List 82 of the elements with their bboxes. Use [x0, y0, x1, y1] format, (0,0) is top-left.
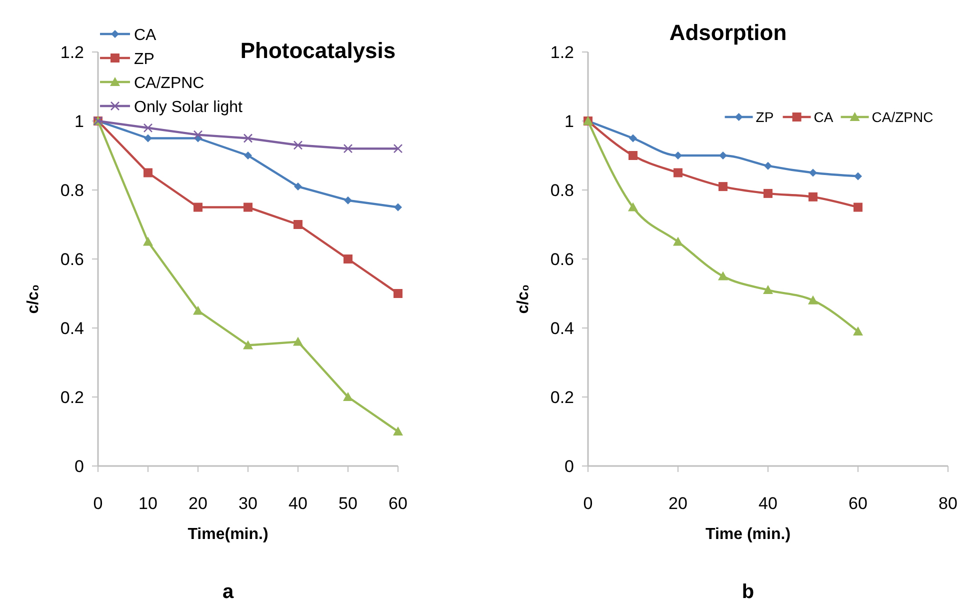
- point: [244, 152, 252, 160]
- legend-label: CA: [814, 109, 834, 125]
- y-tick-label: 0.6: [550, 250, 574, 269]
- x-tick-label: 60: [388, 494, 408, 513]
- point: [394, 203, 402, 212]
- x-tick-label: 10: [138, 494, 158, 513]
- x-tick-label: 0: [583, 494, 593, 513]
- point: [144, 134, 152, 142]
- x-tick-label: 40: [288, 494, 308, 513]
- x-tick-label: 40: [758, 494, 778, 513]
- x-axis-title: Time (min.): [705, 526, 791, 543]
- x-tick-label: 60: [848, 494, 868, 513]
- point: [193, 130, 203, 140]
- y-tick-label: 0.4: [550, 319, 574, 338]
- point: [719, 152, 727, 160]
- point: [293, 140, 303, 150]
- y-tick-label: 1: [74, 112, 84, 131]
- point: [144, 168, 152, 178]
- point: [394, 289, 402, 298]
- point: [854, 202, 862, 212]
- point: [343, 392, 353, 401]
- point: [629, 134, 637, 142]
- text: a: [222, 581, 234, 600]
- point: [143, 123, 153, 133]
- legend-label: CA/ZPNC: [134, 75, 204, 92]
- x-tick-label: 0: [93, 494, 103, 513]
- legend-label: ZP: [134, 51, 154, 68]
- point: [293, 336, 303, 346]
- y-tick-label: 0.2: [60, 388, 84, 407]
- point: [344, 254, 352, 264]
- point: [628, 151, 638, 160]
- y-axis-title: c/c₀: [25, 284, 42, 314]
- point: [193, 306, 203, 315]
- point: [243, 340, 253, 350]
- y-tick-label: 0: [564, 457, 574, 476]
- x-tick-label: 80: [938, 494, 958, 513]
- point: [763, 285, 773, 294]
- legend-label: CA: [134, 27, 157, 44]
- point: [344, 196, 352, 204]
- legend-label: ZP: [756, 109, 774, 125]
- text: b: [742, 581, 754, 600]
- point: [674, 168, 682, 178]
- point: [343, 144, 353, 154]
- y-tick-label: 0.8: [550, 181, 574, 200]
- point: [393, 426, 403, 436]
- point: [143, 236, 153, 246]
- point: [718, 271, 728, 280]
- y-tick-label: 0.2: [550, 388, 574, 407]
- point: [243, 134, 253, 143]
- point: [294, 220, 302, 229]
- x-tick-label: 20: [188, 494, 208, 513]
- y-tick-label: 1.2: [550, 43, 574, 62]
- point: [764, 162, 772, 170]
- y-tick-label: 0.4: [60, 319, 84, 338]
- point: [718, 182, 728, 192]
- point: [673, 236, 683, 246]
- chart-title: Photocatalysis: [240, 38, 396, 63]
- chart-title: Adsorption: [669, 20, 787, 45]
- legend-label: CA/ZPNC: [872, 109, 934, 125]
- legend-label: Only Solar light: [134, 99, 244, 116]
- y-tick-label: 1: [564, 112, 574, 131]
- point: [194, 202, 202, 212]
- point: [854, 172, 862, 180]
- point: [853, 326, 863, 336]
- y-axis-title: c/c₀: [515, 284, 532, 314]
- x-tick-label: 50: [338, 494, 358, 513]
- point: [244, 202, 252, 212]
- x-axis-title: Time(min.): [188, 526, 268, 543]
- y-tick-label: 1.2: [60, 43, 84, 62]
- point: [808, 192, 818, 202]
- y-tick-label: 0: [74, 457, 84, 476]
- point: [393, 144, 403, 154]
- x-tick-label: 30: [238, 494, 258, 513]
- point: [674, 152, 682, 160]
- point: [809, 168, 817, 177]
- y-tick-label: 0.8: [60, 181, 84, 200]
- x-tick-label: 20: [668, 494, 688, 513]
- y-tick-label: 0.6: [60, 250, 84, 269]
- point: [294, 182, 302, 191]
- point: [764, 188, 772, 198]
- point: [808, 295, 818, 304]
- point: [628, 202, 638, 212]
